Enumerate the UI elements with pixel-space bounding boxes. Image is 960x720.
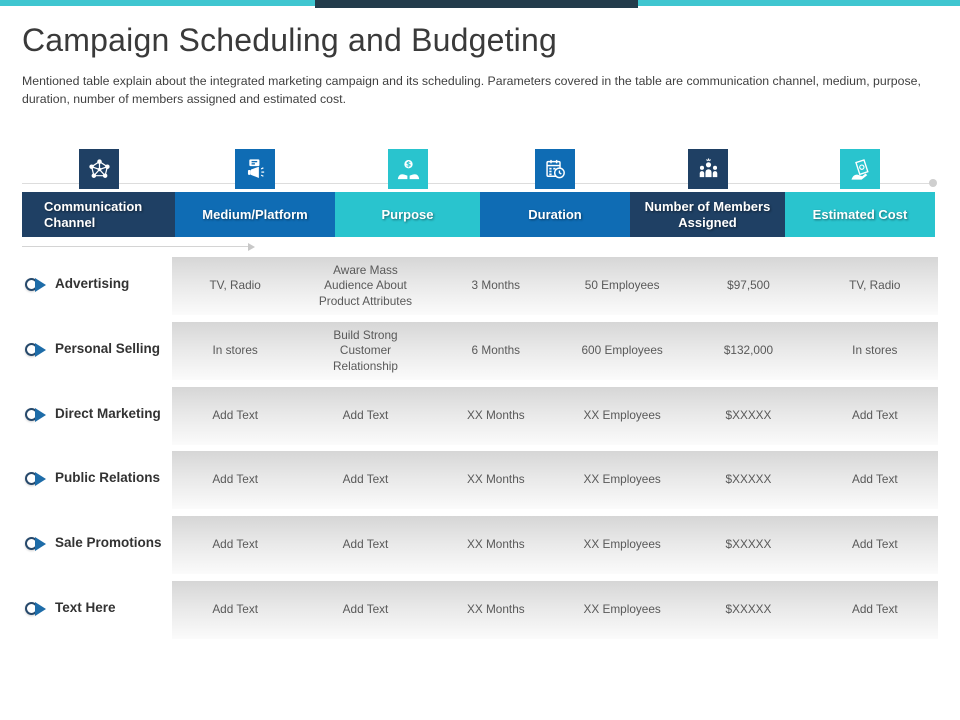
cell-cost: $132,000 [723,343,774,358]
row-bullet-icon [25,470,46,487]
table-row: Sale Promotions Add Text Add Text XX Mon… [0,516,960,574]
cell-duration: XX Months [466,602,525,617]
cell-medium: Add Text [212,472,259,487]
cell-cost: $XXXXX [725,472,772,487]
row-bullet-icon [25,406,46,423]
cell-duration: XX Months [466,472,525,487]
cell-medium: Add Text [212,602,259,617]
cell-extra: Add Text [851,472,898,487]
cell-medium: In stores [212,343,258,358]
cell-members: XX Employees [583,537,661,552]
cell-members: XX Employees [583,472,661,487]
header-communication-channel: Communication Channel [22,192,175,237]
cell-extra: In stores [852,343,898,358]
cell-purpose: Add Text [342,537,389,552]
header-medium-platform: Medium/Platform [175,192,335,237]
cell-cost: $XXXXX [725,408,772,423]
cell-purpose: Add Text [342,408,389,423]
hand-money-icon [840,149,880,189]
top-accent-bar-navy [315,0,638,8]
row-stripe: Add Text Add Text XX Months XX Employees… [172,387,938,445]
cell-members: XX Employees [583,602,661,617]
cell-medium: Add Text [212,408,259,423]
icon-connector-dot [929,179,937,187]
row-bullet-icon [25,600,46,617]
cell-duration: XX Months [466,537,525,552]
row-stripe: In stores Build Strong Customer Relation… [172,322,938,380]
row-stripe: TV, Radio Aware Mass Audience About Prod… [172,257,938,315]
table-header-row: Communication Channel Medium/Platform Pu… [0,192,960,237]
row-label: Personal Selling [55,341,161,356]
row-stripe: Add Text Add Text XX Months XX Employees… [172,516,938,574]
cell-duration: 3 Months [471,278,521,293]
calendar-clock-icon [535,149,575,189]
header-duration: Duration [480,192,630,237]
hands-dollar-icon: $ [388,149,428,189]
row-label: Advertising [55,276,130,291]
cell-members: 50 Employees [584,278,660,293]
table-row: Advertising TV, Radio Aware Mass Audienc… [0,257,960,315]
page-title: Campaign Scheduling and Budgeting [22,22,557,58]
table-row: Text Here Add Text Add Text XX Months XX… [0,581,960,639]
cell-purpose: Aware Mass Audience About Product Attrib… [318,262,413,308]
table-row: Public Relations Add Text Add Text XX Mo… [0,451,960,509]
table-row: Direct Marketing Add Text Add Text XX Mo… [0,387,960,445]
cell-extra: Add Text [851,537,898,552]
row-label: Sale Promotions [55,535,162,550]
cell-purpose: Add Text [342,472,389,487]
row-label: Direct Marketing [55,406,161,421]
cell-medium: TV, Radio [209,278,261,293]
cell-purpose: Build Strong Customer Relationship [333,327,398,373]
icon-connector-line [22,183,930,184]
team-icon [688,149,728,189]
cell-cost: $97,500 [727,278,770,293]
header-estimated-cost: Estimated Cost [785,192,935,237]
cell-extra: Add Text [851,602,898,617]
megaphone-icon [235,149,275,189]
network-icon [79,149,119,189]
cell-duration: XX Months [466,408,525,423]
row-bullet-icon [25,535,46,552]
header-members-assigned: Number of Members Assigned [630,192,785,237]
cell-members: XX Employees [583,408,661,423]
cell-purpose: Add Text [342,602,389,617]
row-label: Text Here [55,600,116,615]
svg-text:$: $ [405,159,410,168]
header-purpose: Purpose [335,192,480,237]
cell-medium: Add Text [212,537,259,552]
cell-extra: TV, Radio [849,278,901,293]
row-label: Public Relations [55,470,161,485]
row-stripe: Add Text Add Text XX Months XX Employees… [172,581,938,639]
row-bullet-icon [25,341,46,358]
row-bullet-icon [25,276,46,293]
header-underline-arrow [22,243,255,251]
cell-members: 600 Employees [581,343,663,358]
cell-cost: $XXXXX [725,537,772,552]
cell-cost: $XXXXX [725,602,772,617]
cell-extra: Add Text [851,408,898,423]
cell-duration: 6 Months [471,343,521,358]
row-stripe: Add Text Add Text XX Months XX Employees… [172,451,938,509]
table-row: Personal Selling In stores Build Strong … [0,322,960,380]
slide-description: Mentioned table explain about the integr… [22,74,921,106]
